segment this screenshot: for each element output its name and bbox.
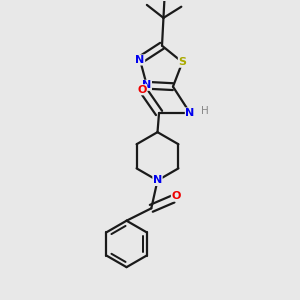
Text: N: N <box>142 80 152 90</box>
Text: S: S <box>178 57 186 67</box>
Text: N: N <box>185 108 195 118</box>
Text: N: N <box>153 176 162 185</box>
Text: O: O <box>137 85 147 95</box>
Text: N: N <box>135 55 145 65</box>
Text: O: O <box>171 191 181 201</box>
Text: H: H <box>201 106 208 116</box>
